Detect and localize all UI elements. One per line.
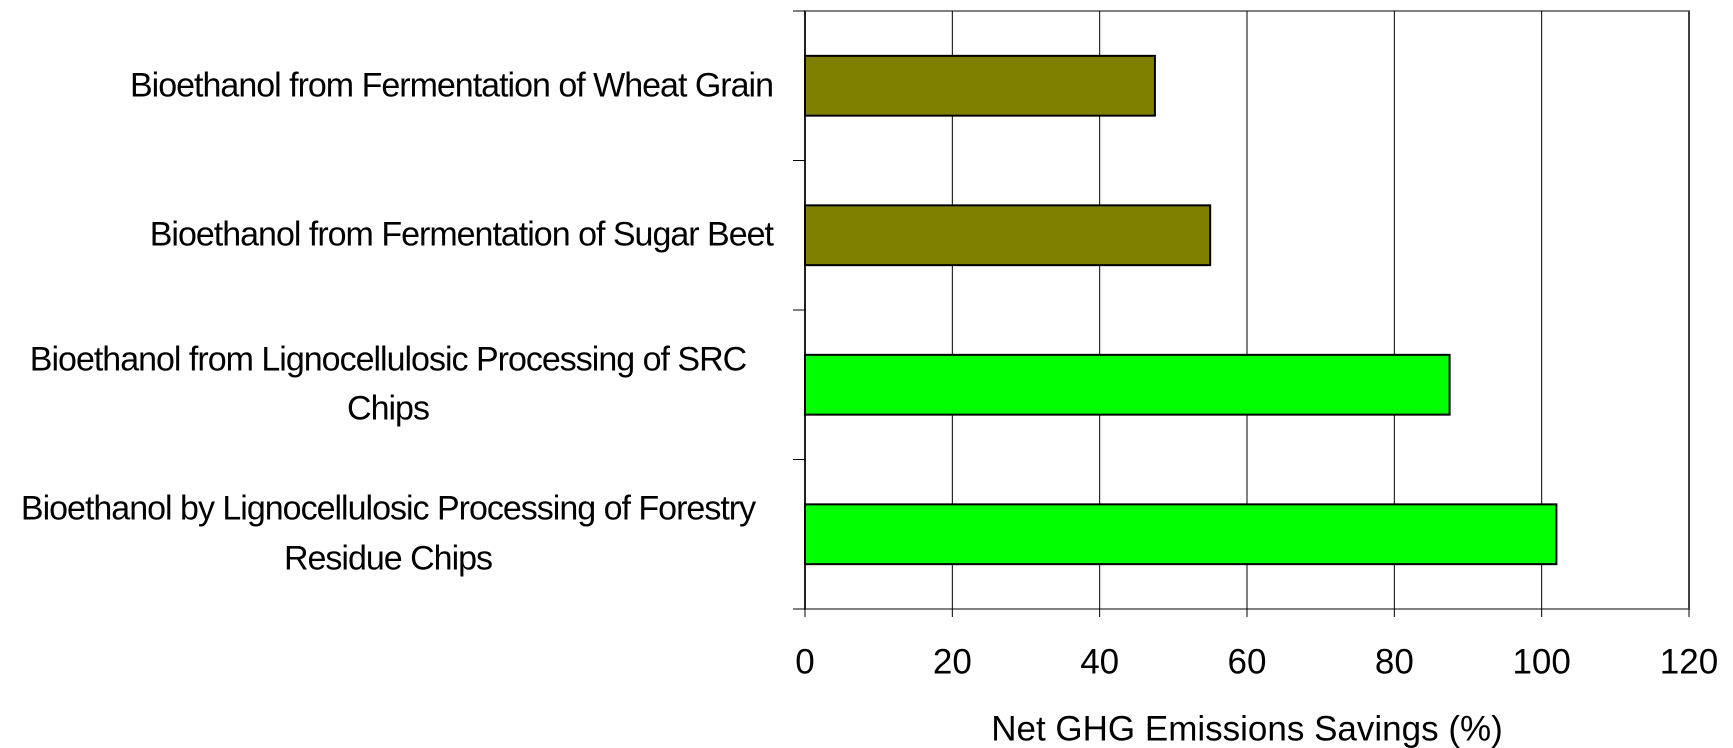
- category-label-box: Bioethanol by Lignocellulosic Processing…: [0, 485, 773, 584]
- x-tick-label: 80: [1375, 642, 1414, 681]
- x-tick-label: 120: [1660, 642, 1718, 681]
- y-tick-label: Bioethanol from Lignocellulosic Processi…: [29, 340, 747, 428]
- category-label-box: Bioethanol from Fermentation of Wheat Gr…: [0, 61, 774, 110]
- bar: [804, 204, 1212, 267]
- x-tick-label: 60: [1228, 642, 1267, 681]
- x-tick-label: 20: [933, 642, 972, 681]
- bar: [804, 353, 1451, 416]
- x-tick-label: 40: [1080, 642, 1119, 681]
- y-tick-label: Bioethanol from Fermentation of Sugar Be…: [149, 215, 774, 254]
- category-label-box: Bioethanol from Fermentation of Sugar Be…: [0, 211, 774, 260]
- y-tick-label: Bioethanol from Fermentation of Wheat Gr…: [130, 66, 774, 105]
- category-label-box: Bioethanol from Lignocellulosic Processi…: [0, 335, 773, 434]
- y-tick-label: Bioethanol by Lignocellulosic Processing…: [20, 489, 756, 578]
- x-axis-title: Net GHG Emissions Savings (%): [991, 709, 1503, 748]
- x-tick-label: 100: [1512, 642, 1570, 681]
- bar: [804, 54, 1156, 117]
- bar: [804, 503, 1558, 566]
- x-tick-label: 0: [795, 642, 814, 681]
